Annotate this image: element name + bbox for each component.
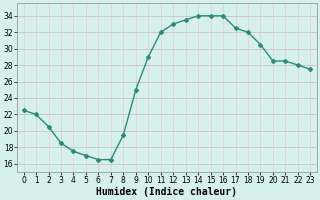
X-axis label: Humidex (Indice chaleur): Humidex (Indice chaleur) [96, 186, 237, 197]
